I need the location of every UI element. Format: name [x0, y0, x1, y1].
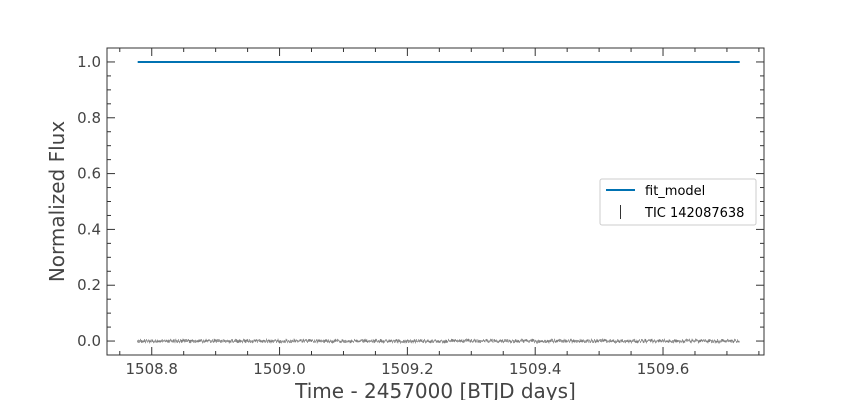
legend-label-tic: TIC 142087638	[644, 206, 744, 221]
x-axis-label: Time - 2457000 [BTJD days]	[294, 379, 576, 400]
x-tick-label: 1509.6	[637, 360, 690, 378]
x-tick-label: 1508.8	[125, 360, 178, 378]
x-tick-label: 1509.0	[253, 360, 306, 378]
y-axis-label: Normalized Flux	[45, 121, 69, 283]
y-tick-label: 0.4	[77, 220, 101, 238]
y-tick-label: 0.0	[77, 332, 101, 350]
tic-errorbar-series	[137, 338, 740, 344]
legend-box	[599, 178, 757, 226]
legend-label-fit-model: fit_model	[645, 184, 705, 199]
x-tick-label: 1509.4	[509, 360, 562, 378]
legend: fit_model TIC 142087638	[599, 178, 757, 226]
y-tick-label: 0.2	[77, 276, 101, 294]
ticks-layer: 1508.8 1509.0 1509.2 1509.4 1509.6 0.0 0.2 0.4 0…	[77, 48, 764, 378]
y-tick-label: 1.0	[77, 53, 101, 71]
x-tick-label: 1509.2	[381, 360, 434, 378]
plot-data-layer	[137, 60, 740, 344]
y-tick-label: 0.6	[77, 165, 101, 183]
axis-labels-layer: Time - 2457000 [BTJD days] Normalized Fl…	[45, 121, 576, 400]
y-tick-label: 0.8	[77, 109, 101, 127]
